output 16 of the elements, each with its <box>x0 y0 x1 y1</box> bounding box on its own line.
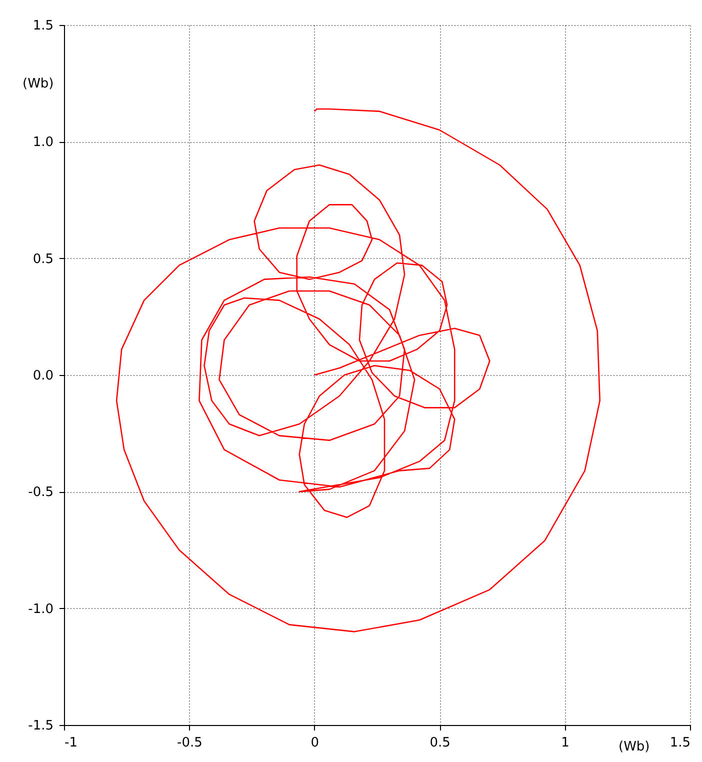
x-axis-title: (Wb) <box>618 740 650 754</box>
x-tick-label: 0 <box>310 736 320 750</box>
y-axis-title: (Wb) <box>22 76 54 92</box>
y-tick-label: 0.0 <box>32 368 54 384</box>
y-tick-label: -0.5 <box>28 485 54 500</box>
x-tick-label: -1 <box>64 736 78 750</box>
x-tick-label: 1.5 <box>670 736 690 750</box>
y-tick-label: 1.5 <box>32 18 54 34</box>
x-tick-label: 1 <box>561 736 570 750</box>
line-series <box>116 108 601 632</box>
x-tick-label: 0.5 <box>430 736 450 750</box>
x-tick-label: -0.5 <box>177 736 202 750</box>
y-tick-label: 0.5 <box>32 252 54 267</box>
y-tick-label: -1.5 <box>28 718 54 734</box>
y-tick-label: -1.0 <box>28 602 54 617</box>
y-tick-label: 1.0 <box>32 135 54 150</box>
